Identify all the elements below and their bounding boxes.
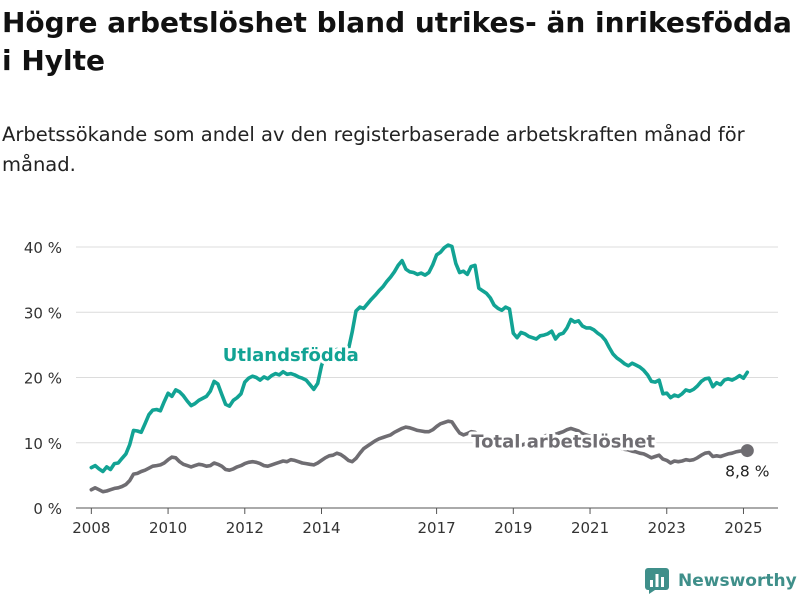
- y-tick-label: 40 %: [24, 239, 62, 257]
- brand[interactable]: Newsworthy: [645, 568, 797, 594]
- x-tick-label: 2025: [724, 519, 762, 537]
- series-label-utlandsfödda: Utlandsfödda: [223, 345, 359, 366]
- y-tick-label: 30 %: [24, 304, 62, 322]
- end-point-marker: [740, 444, 754, 458]
- y-tick-label: 0 %: [33, 500, 62, 518]
- x-tick-label: 2014: [302, 519, 340, 537]
- x-tick-label: 2012: [226, 519, 264, 537]
- x-tick-label: 2023: [648, 519, 686, 537]
- brand-name: Newsworthy: [678, 571, 797, 591]
- series-line-utlandsfödda: [89, 243, 750, 474]
- labels-layer: Utlandsfödda Total arbetslöshet 8,8 %: [220, 342, 770, 481]
- x-tick-label: 2021: [571, 519, 609, 537]
- x-axis: 2008 2010 2012 2014 2017 2019 2021 2023 2025: [72, 507, 778, 537]
- y-tick-label: 20 %: [24, 370, 62, 388]
- x-tick-label: 2017: [417, 519, 455, 537]
- x-tick-label: 2019: [494, 519, 532, 537]
- x-tick-label: 2008: [72, 519, 110, 537]
- bar-chart-logo-icon: [645, 568, 669, 594]
- series-line-total-arbetslöshet: [89, 419, 750, 494]
- end-value-label: 8,8 %: [725, 463, 769, 481]
- y-tick-label: 10 %: [24, 435, 62, 453]
- y-gridlines: [76, 246, 778, 444]
- y-axis: 0 % 10 % 20 % 30 % 40 %: [24, 239, 62, 518]
- series-label-total-arbetslöshet: Total arbetslöshet: [471, 431, 655, 452]
- page-title: Högre arbetslöshet bland utrikes- än inr…: [2, 6, 792, 77]
- series-layer: [89, 243, 750, 494]
- page-subtitle: Arbetssökande som andel av den registerb…: [2, 123, 745, 176]
- x-tick-label: 2010: [149, 519, 187, 537]
